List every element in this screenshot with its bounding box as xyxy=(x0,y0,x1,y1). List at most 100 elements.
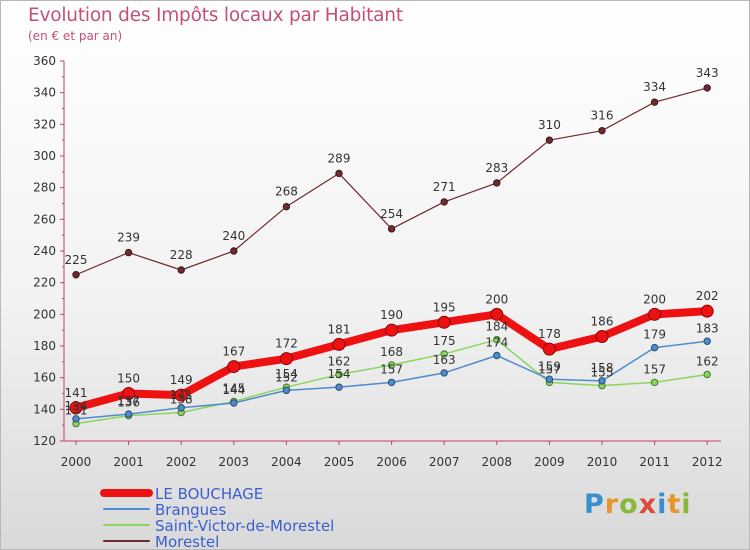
data-label-brangues: 179 xyxy=(643,328,666,342)
y-tick-label: 360 xyxy=(33,54,56,68)
data-label-brangues: 141 xyxy=(170,388,193,402)
data-point-morestel xyxy=(493,179,501,187)
x-tick-label: 2009 xyxy=(534,455,565,469)
data-point-brangues xyxy=(387,378,396,387)
x-tick-label: 2005 xyxy=(324,455,355,469)
data-point-morestel xyxy=(545,136,554,144)
data-point-morestel xyxy=(703,84,711,92)
data-point-brangues xyxy=(440,369,448,377)
data-point-le-bouchage xyxy=(385,323,399,337)
data-point-le-bouchage xyxy=(542,342,556,356)
x-tick-label: 2000 xyxy=(61,455,92,469)
data-label-brangues: 137 xyxy=(117,394,140,408)
y-tick-label: 340 xyxy=(33,86,56,100)
data-point-morestel xyxy=(387,225,396,233)
data-point-morestel xyxy=(72,271,80,279)
data-point-saint-victor-de-morestel xyxy=(703,370,711,379)
data-point-saint-victor-de-morestel xyxy=(650,378,659,387)
y-tick-label: 280 xyxy=(33,181,56,195)
y-tick-label: 300 xyxy=(33,149,56,163)
data-point-morestel xyxy=(124,248,133,257)
chart-title: Evolution des Impôts locaux par Habitant xyxy=(28,5,403,26)
data-point-morestel xyxy=(282,202,291,211)
legend-label-saint-victor-de-morestel: Saint-Victor-de-Morestel xyxy=(155,517,334,535)
data-label-le-bouchage: 202 xyxy=(696,289,719,303)
data-point-le-bouchage xyxy=(174,388,188,402)
data-point-morestel xyxy=(440,198,448,206)
data-label-saint-victor-de-morestel: 175 xyxy=(433,334,456,348)
data-point-le-bouchage xyxy=(332,337,346,351)
data-label-morestel: 271 xyxy=(433,180,456,194)
data-label-morestel: 268 xyxy=(275,185,298,199)
data-label-le-bouchage: 200 xyxy=(643,292,666,306)
data-label-brangues: 158 xyxy=(591,361,614,375)
y-tick-label: 200 xyxy=(33,307,56,321)
x-tick-label: 2004 xyxy=(271,455,302,469)
data-point-brangues xyxy=(650,343,659,352)
data-label-saint-victor-de-morestel: 131 xyxy=(65,404,88,418)
y-tick-label: 180 xyxy=(33,339,56,353)
x-tick-label: 2008 xyxy=(482,455,513,469)
data-label-brangues: 144 xyxy=(222,383,245,397)
data-point-saint-victor-de-morestel xyxy=(387,361,396,369)
data-label-morestel: 283 xyxy=(485,161,508,175)
x-tick-label: 2006 xyxy=(376,455,407,469)
data-point-brangues xyxy=(703,337,711,345)
data-label-saint-victor-de-morestel: 157 xyxy=(643,362,666,376)
chart-subtitle: (en € et par an) xyxy=(28,29,123,43)
data-label-le-bouchage: 149 xyxy=(170,373,193,387)
data-point-le-bouchage xyxy=(648,307,662,321)
data-label-morestel: 289 xyxy=(328,151,351,165)
data-label-saint-victor-de-morestel: 168 xyxy=(380,345,403,359)
data-label-brangues: 183 xyxy=(696,321,719,335)
data-label-saint-victor-de-morestel: 136 xyxy=(117,396,140,410)
data-point-brangues xyxy=(230,399,238,407)
data-label-morestel: 316 xyxy=(591,109,614,123)
data-point-saint-victor-de-morestel xyxy=(493,335,501,344)
data-label-brangues: 154 xyxy=(328,367,351,381)
data-label-saint-victor-de-morestel: 157 xyxy=(538,362,561,376)
data-point-brangues xyxy=(72,415,80,423)
data-label-le-bouchage: 195 xyxy=(433,300,456,314)
x-tick-label: 2001 xyxy=(113,455,144,469)
data-label-brangues: 174 xyxy=(485,336,508,350)
y-tick-label: 320 xyxy=(33,117,56,131)
data-label-brangues: 159 xyxy=(538,359,561,373)
data-point-le-bouchage xyxy=(437,315,451,329)
data-label-le-bouchage: 141 xyxy=(65,386,88,400)
data-label-saint-victor-de-morestel: 154 xyxy=(275,367,298,381)
data-label-saint-victor-de-morestel: 145 xyxy=(222,381,245,395)
data-label-morestel: 310 xyxy=(538,118,561,132)
data-label-le-bouchage: 186 xyxy=(591,315,614,329)
data-label-le-bouchage: 178 xyxy=(538,327,561,341)
y-tick-label: 140 xyxy=(33,402,56,416)
data-point-le-bouchage xyxy=(700,304,714,318)
data-label-brangues: 157 xyxy=(380,362,403,376)
y-tick-label: 220 xyxy=(33,276,56,290)
data-point-brangues xyxy=(124,410,133,418)
data-point-morestel xyxy=(335,169,343,178)
x-tick-label: 2011 xyxy=(639,455,670,469)
data-point-saint-victor-de-morestel xyxy=(335,370,343,379)
data-label-morestel: 240 xyxy=(222,229,245,243)
data-label-saint-victor-de-morestel: 184 xyxy=(485,320,508,334)
data-label-saint-victor-de-morestel: 155 xyxy=(591,366,614,380)
data-label-morestel: 334 xyxy=(643,80,666,94)
data-point-morestel xyxy=(177,266,185,274)
data-label-brangues: 134 xyxy=(65,399,88,413)
data-point-brangues xyxy=(282,386,291,395)
data-label-morestel: 228 xyxy=(170,248,193,262)
data-point-le-bouchage xyxy=(595,330,609,343)
data-point-le-bouchage xyxy=(227,360,241,374)
x-tick-label: 2012 xyxy=(692,455,723,469)
data-label-le-bouchage: 181 xyxy=(328,322,351,336)
data-point-le-bouchage xyxy=(69,401,83,415)
data-point-le-bouchage xyxy=(490,307,504,321)
data-label-le-bouchage: 167 xyxy=(222,345,245,359)
data-label-le-bouchage: 150 xyxy=(117,372,140,386)
data-label-saint-victor-de-morestel: 162 xyxy=(328,355,351,369)
x-tick-label: 2010 xyxy=(587,455,618,469)
data-label-le-bouchage: 200 xyxy=(485,292,508,306)
data-label-saint-victor-de-morestel: 138 xyxy=(170,393,193,407)
